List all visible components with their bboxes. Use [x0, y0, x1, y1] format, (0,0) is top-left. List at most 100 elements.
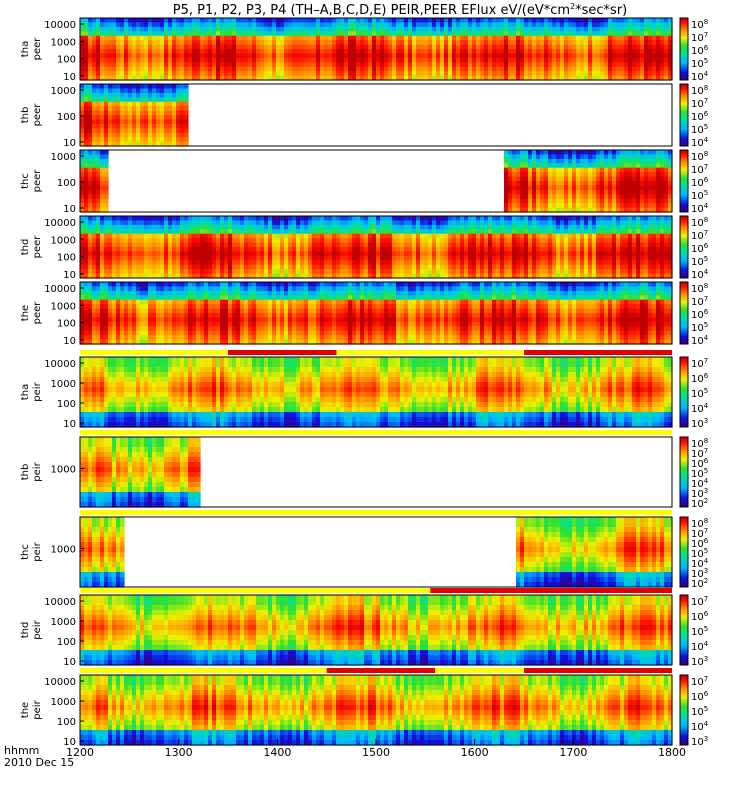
colorbar-tick-label: 103 [691, 417, 708, 430]
y-label-probe: tha [20, 384, 31, 400]
y-label-probe: thd [20, 239, 31, 256]
colorbar-tick-label: 106 [691, 308, 709, 321]
spectrogram-the-peer [80, 282, 673, 345]
spectrogram-thc-peir [80, 517, 673, 588]
y-tick-label: 10 [63, 204, 76, 215]
y-tick-label: 10 [63, 336, 76, 347]
y-label-product: peer [32, 169, 43, 193]
y-label-product: peer [32, 235, 43, 259]
colorbar-tick-label: 105 [691, 705, 708, 718]
y-tick-label: 10 [63, 270, 76, 281]
colorbar-tick-label: 103 [691, 655, 708, 668]
colorbar [680, 150, 688, 212]
spectrogram-the-peir [80, 675, 673, 746]
figure-title: P5, P1, P2, P3, P4 (TH–A,B,C,D,E) PEIR,P… [173, 2, 627, 18]
y-tick-label: 1000 [51, 235, 76, 246]
colorbar-tick-label: 107 [691, 675, 708, 688]
colorbar-tick-label: 107 [691, 357, 708, 370]
colorbar-tick-label: 106 [691, 242, 709, 255]
colorbar-tick-label: 108 [691, 18, 708, 31]
colorbar-tick-label: 107 [691, 229, 708, 242]
mode-bar-red [228, 350, 337, 355]
y-tick-label: 10000 [44, 677, 76, 688]
colorbar-tick-label: 105 [691, 189, 708, 202]
mode-bar-red [524, 350, 672, 355]
colorbar-tick-label: 106 [691, 110, 709, 123]
colorbar-tick-label: 104 [691, 268, 709, 281]
spectrogram-thd-peir [80, 595, 673, 666]
y-tick-label: 1000 [51, 697, 76, 708]
y-tick-label: 100 [57, 319, 76, 330]
y-tick-label: 10 [63, 72, 76, 83]
y-label-product: peer [32, 37, 43, 61]
y-tick-label: 100 [57, 253, 76, 264]
colorbar-tick-label: 104 [691, 136, 709, 149]
y-tick-label: 10 [63, 419, 76, 430]
x-tick-label: 1600 [461, 746, 489, 759]
y-tick-label: 10000 [44, 284, 76, 295]
colorbar-tick-label: 107 [691, 163, 708, 176]
colorbar [680, 357, 688, 427]
colorbar-tick-label: 104 [691, 402, 709, 415]
y-tick-label: 10 [63, 657, 76, 668]
mode-bar-red [327, 668, 436, 673]
y-label-product: peer [32, 103, 43, 127]
y-label-probe: the [20, 702, 31, 718]
colorbar-tick-label: 104 [691, 202, 709, 215]
y-tick-label: 10000 [44, 218, 76, 229]
y-tick-label: 1000 [51, 301, 76, 312]
spectrogram-thb-peir [80, 437, 201, 508]
mode-bar-yellow [435, 668, 524, 673]
y-tick-label: 1000 [51, 37, 76, 48]
y-label-product: peer [32, 301, 43, 325]
y-tick-label: 1000 [51, 379, 76, 390]
colorbar [680, 437, 688, 507]
colorbar-tick-label: 106 [691, 372, 709, 385]
y-tick-label: 1000 [51, 465, 76, 476]
colorbar [680, 216, 688, 278]
x-axis-date: 2010 Dec 15 [4, 756, 74, 769]
colorbar [680, 517, 688, 587]
colorbar-tick-label: 106 [691, 44, 709, 57]
colorbar-tick-label: 104 [691, 70, 709, 83]
colorbar-tick-label: 105 [691, 387, 708, 400]
colorbar-tick-label: 107 [691, 295, 708, 308]
y-label-product: peir [32, 381, 43, 401]
colorbar [680, 595, 688, 665]
mode-bar-yellow [80, 510, 672, 515]
mode-bar-yellow [80, 430, 672, 435]
colorbar-tick-label: 108 [691, 84, 708, 97]
colorbar-tick-label: 106 [691, 690, 709, 703]
spectrogram-thb-peer [80, 84, 189, 147]
y-tick-label: 10 [63, 138, 76, 149]
y-tick-label: 10000 [44, 359, 76, 370]
mode-bar-red [524, 668, 672, 673]
y-tick-label: 100 [57, 55, 76, 66]
x-tick-label: 1700 [559, 746, 587, 759]
y-tick-label: 100 [57, 112, 76, 123]
mode-bar-red [430, 588, 672, 593]
y-label-product: peir [32, 619, 43, 639]
y-label-probe: tha [20, 41, 31, 57]
y-label-product: peir [32, 699, 43, 719]
colorbar-tick-label: 107 [691, 31, 708, 44]
y-tick-label: 1000 [51, 86, 76, 97]
y-label-product: peir [32, 541, 43, 561]
colorbar-tick-label: 108 [691, 216, 708, 229]
colorbar [680, 282, 688, 344]
spectrogram-tha-peer [80, 18, 673, 81]
colorbar-tick-label: 102 [691, 497, 708, 510]
colorbar-tick-label: 106 [691, 610, 709, 623]
y-tick-label: 100 [57, 717, 76, 728]
mode-bar-yellow [80, 668, 327, 673]
y-tick-label: 1000 [51, 617, 76, 628]
mode-bar-yellow [80, 588, 430, 593]
